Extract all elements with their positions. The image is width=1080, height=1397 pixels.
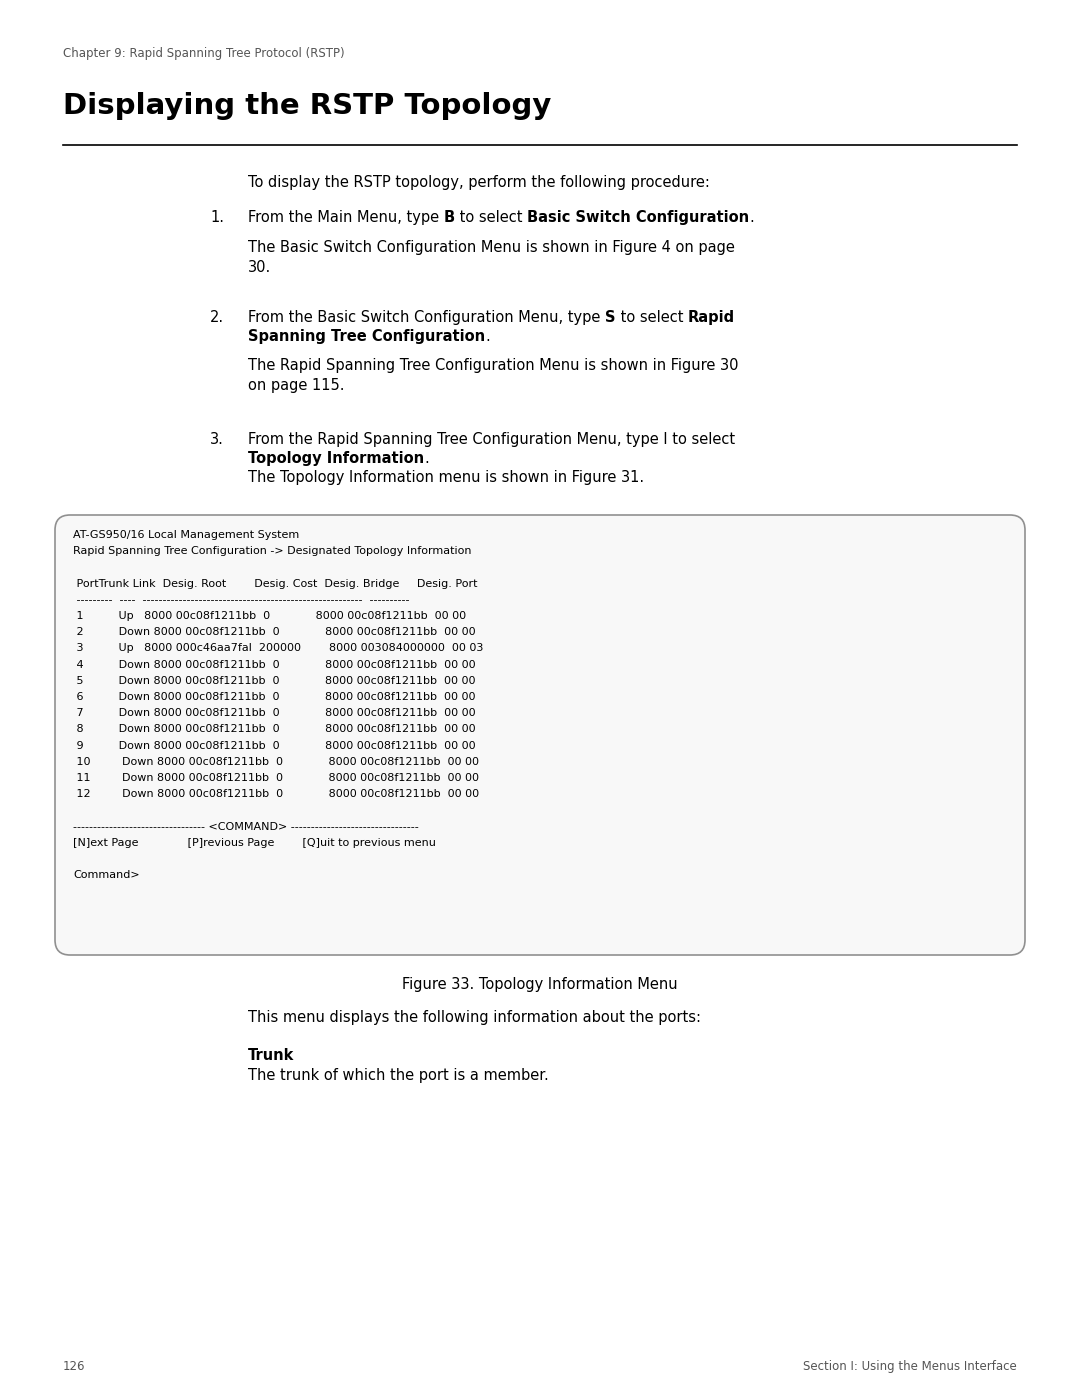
Text: Rapid: Rapid	[688, 310, 734, 326]
Text: 9          Down 8000 00c08f1211bb  0             8000 00c08f1211bb  00 00: 9 Down 8000 00c08f1211bb 0 8000 00c08f12…	[73, 740, 475, 750]
Text: 2.: 2.	[210, 310, 225, 326]
Text: B: B	[444, 210, 455, 225]
Text: .: .	[424, 451, 429, 467]
Text: Chapter 9: Rapid Spanning Tree Protocol (RSTP): Chapter 9: Rapid Spanning Tree Protocol …	[63, 47, 345, 60]
Text: [N]ext Page              [P]revious Page        [Q]uit to previous menu: [N]ext Page [P]revious Page [Q]uit to pr…	[73, 838, 436, 848]
Text: Rapid Spanning Tree Configuration -> Designated Topology Information: Rapid Spanning Tree Configuration -> Des…	[73, 546, 472, 556]
Text: S: S	[605, 310, 616, 326]
Text: The Topology Information menu is shown in Figure 31.: The Topology Information menu is shown i…	[248, 469, 644, 485]
Text: The trunk of which the port is a member.: The trunk of which the port is a member.	[248, 1067, 549, 1083]
Text: Spanning Tree Configuration: Spanning Tree Configuration	[248, 330, 485, 344]
Text: 3          Up   8000 000c46aa7fal  200000        8000 003084000000  00 03: 3 Up 8000 000c46aa7fal 200000 8000 00308…	[73, 644, 484, 654]
Text: 4          Down 8000 00c08f1211bb  0             8000 00c08f1211bb  00 00: 4 Down 8000 00c08f1211bb 0 8000 00c08f12…	[73, 659, 475, 669]
Text: Section I: Using the Menus Interface: Section I: Using the Menus Interface	[804, 1361, 1017, 1373]
Text: PortTrunk Link  Desig. Root        Desig. Cost  Desig. Bridge     Desig. Port: PortTrunk Link Desig. Root Desig. Cost D…	[73, 578, 477, 588]
Text: 7          Down 8000 00c08f1211bb  0             8000 00c08f1211bb  00 00: 7 Down 8000 00c08f1211bb 0 8000 00c08f12…	[73, 708, 475, 718]
Text: 1          Up   8000 00c08f1211bb  0             8000 00c08f1211bb  00 00: 1 Up 8000 00c08f1211bb 0 8000 00c08f1211…	[73, 610, 467, 622]
Text: The Rapid Spanning Tree Configuration Menu is shown in Figure 30
on page 115.: The Rapid Spanning Tree Configuration Me…	[248, 358, 739, 394]
Text: --------------------------------- <COMMAND> --------------------------------: --------------------------------- <COMMA…	[73, 821, 419, 831]
Text: Displaying the RSTP Topology: Displaying the RSTP Topology	[63, 92, 552, 120]
Text: Figure 33. Topology Information Menu: Figure 33. Topology Information Menu	[402, 977, 678, 992]
Text: 8          Down 8000 00c08f1211bb  0             8000 00c08f1211bb  00 00: 8 Down 8000 00c08f1211bb 0 8000 00c08f12…	[73, 725, 475, 735]
FancyBboxPatch shape	[55, 515, 1025, 956]
Text: 10         Down 8000 00c08f1211bb  0             8000 00c08f1211bb  00 00: 10 Down 8000 00c08f1211bb 0 8000 00c08f1…	[73, 757, 480, 767]
Text: 2          Down 8000 00c08f1211bb  0             8000 00c08f1211bb  00 00: 2 Down 8000 00c08f1211bb 0 8000 00c08f12…	[73, 627, 475, 637]
Text: From the Rapid Spanning Tree Configuration Menu, type I to select: From the Rapid Spanning Tree Configurati…	[248, 432, 735, 447]
Text: Topology Information: Topology Information	[248, 451, 424, 467]
Text: The Basic Switch Configuration Menu is shown in Figure 4 on page
30.: The Basic Switch Configuration Menu is s…	[248, 240, 734, 275]
Text: This menu displays the following information about the ports:: This menu displays the following informa…	[248, 1010, 701, 1025]
Text: 6          Down 8000 00c08f1211bb  0             8000 00c08f1211bb  00 00: 6 Down 8000 00c08f1211bb 0 8000 00c08f12…	[73, 692, 475, 703]
Text: .: .	[485, 330, 490, 344]
Text: 5          Down 8000 00c08f1211bb  0             8000 00c08f1211bb  00 00: 5 Down 8000 00c08f1211bb 0 8000 00c08f12…	[73, 676, 475, 686]
Text: .: .	[750, 210, 754, 225]
Text: Basic Switch Configuration: Basic Switch Configuration	[527, 210, 750, 225]
Text: From the Main Menu, type: From the Main Menu, type	[248, 210, 444, 225]
Text: To display the RSTP topology, perform the following procedure:: To display the RSTP topology, perform th…	[248, 175, 710, 190]
Text: 11         Down 8000 00c08f1211bb  0             8000 00c08f1211bb  00 00: 11 Down 8000 00c08f1211bb 0 8000 00c08f1…	[73, 773, 480, 782]
Text: 1.: 1.	[210, 210, 224, 225]
Text: 126: 126	[63, 1361, 85, 1373]
Text: 3.: 3.	[210, 432, 224, 447]
Text: ---------  ----  -------------------------------------------------------  ------: --------- ---- -------------------------…	[73, 595, 409, 605]
Text: Command>: Command>	[73, 870, 139, 880]
Text: From the Basic Switch Configuration Menu, type: From the Basic Switch Configuration Menu…	[248, 310, 605, 326]
Text: AT-GS950/16 Local Management System: AT-GS950/16 Local Management System	[73, 529, 299, 541]
Text: to select: to select	[455, 210, 527, 225]
Text: 12         Down 8000 00c08f1211bb  0             8000 00c08f1211bb  00 00: 12 Down 8000 00c08f1211bb 0 8000 00c08f1…	[73, 789, 480, 799]
Text: Trunk: Trunk	[248, 1048, 295, 1063]
Text: to select: to select	[616, 310, 688, 326]
